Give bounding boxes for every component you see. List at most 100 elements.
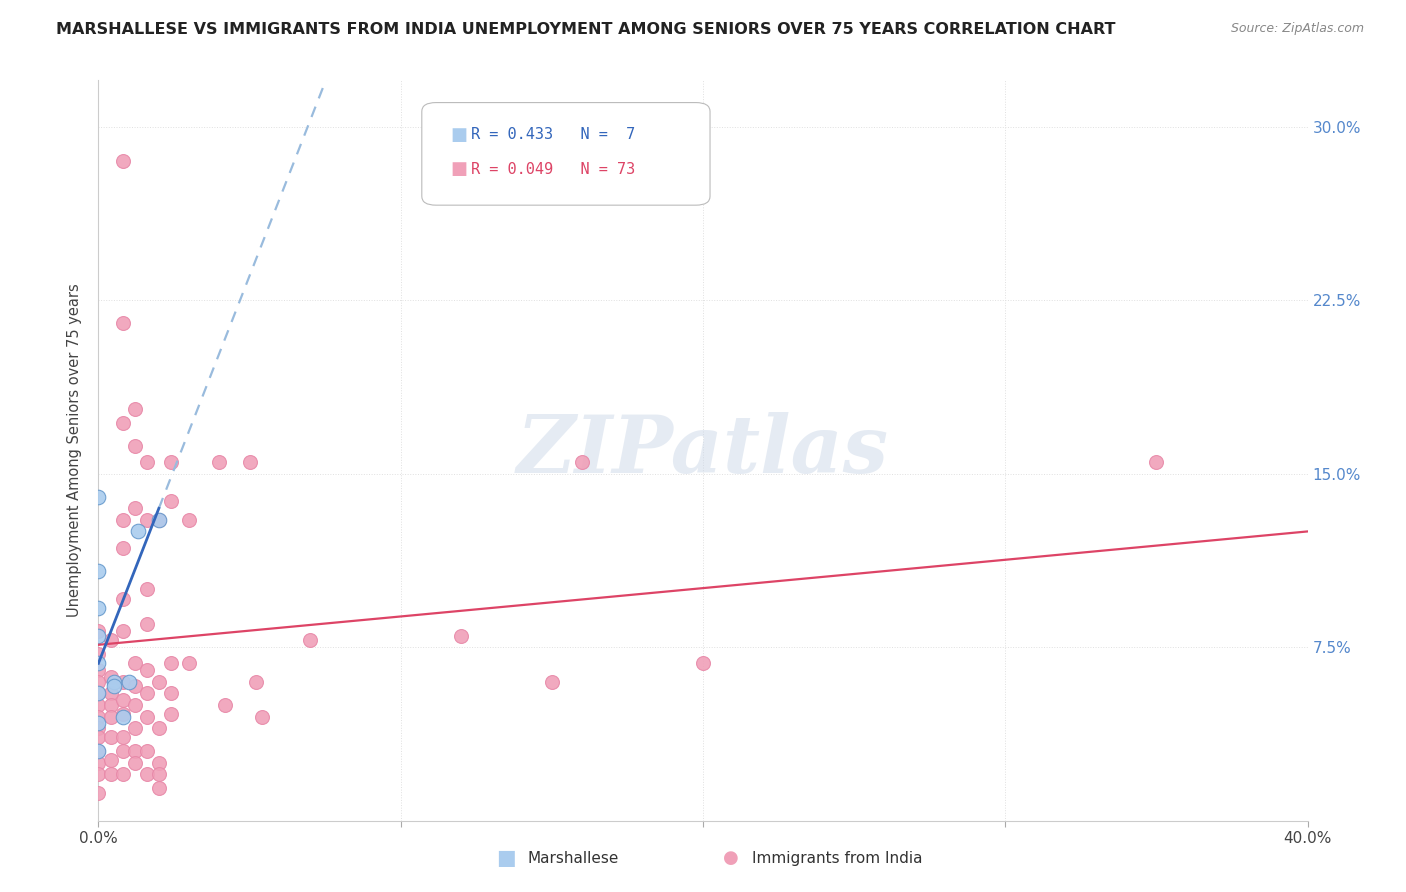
Point [250, 709, 273, 723]
Point [111, 513, 134, 527]
Text: R = 0.433   N =  7: R = 0.433 N = 7 [471, 128, 636, 142]
Point [87, 686, 110, 700]
Point [111, 707, 134, 722]
Point [135, 513, 157, 527]
Point [103, 680, 125, 694]
Point [124, 680, 146, 694]
Text: R = 0.049   N = 73: R = 0.049 N = 73 [471, 162, 636, 177]
Point [87, 674, 110, 689]
Point [571, 455, 593, 469]
Point [87, 731, 110, 745]
Point [87, 663, 110, 677]
Point [87, 600, 110, 615]
Point [208, 455, 231, 469]
Point [124, 744, 146, 758]
Point [111, 767, 134, 781]
Point [103, 674, 125, 689]
Point [124, 698, 146, 712]
Point [245, 674, 267, 689]
Point [111, 693, 134, 707]
Point [179, 657, 201, 671]
Point [87, 716, 110, 731]
Point [87, 756, 110, 770]
Point [135, 709, 157, 723]
Point [148, 756, 170, 770]
Point [87, 744, 110, 758]
Text: Immigrants from India: Immigrants from India [752, 851, 922, 865]
Point [299, 633, 322, 648]
Point [148, 721, 170, 735]
Point [100, 754, 122, 768]
Point [135, 455, 157, 469]
Point [87, 698, 110, 712]
Point [148, 674, 170, 689]
Point [87, 628, 110, 642]
Point [87, 564, 110, 578]
Point [127, 524, 149, 539]
Point [160, 455, 183, 469]
Text: Marshallese: Marshallese [527, 851, 619, 865]
Point [135, 617, 157, 632]
Point [124, 501, 146, 516]
Point [124, 756, 146, 770]
Point [87, 647, 110, 661]
Y-axis label: Unemployment Among Seniors over 75 years: Unemployment Among Seniors over 75 years [67, 284, 83, 617]
Point [100, 767, 122, 781]
Point [148, 513, 170, 527]
Point [540, 674, 562, 689]
Point [111, 591, 134, 606]
Text: ●: ● [723, 849, 740, 867]
Point [111, 416, 134, 430]
Point [160, 707, 183, 722]
Point [135, 767, 157, 781]
Point [1144, 455, 1167, 469]
Point [87, 786, 110, 800]
Point [214, 698, 236, 712]
Point [87, 767, 110, 781]
Point [87, 686, 110, 700]
Point [111, 709, 134, 723]
Point [450, 628, 472, 642]
Point [239, 455, 262, 469]
Text: ZIPatlas: ZIPatlas [517, 412, 889, 489]
Text: ■: ■ [450, 161, 467, 178]
Point [135, 582, 157, 597]
Point [111, 154, 134, 169]
Point [87, 721, 110, 735]
Point [111, 624, 134, 638]
Point [118, 674, 141, 689]
Point [111, 744, 134, 758]
Point [148, 767, 170, 781]
Point [100, 686, 122, 700]
Point [148, 513, 170, 527]
Point [160, 657, 183, 671]
Point [179, 513, 201, 527]
Point [692, 657, 714, 671]
Point [111, 541, 134, 555]
Point [135, 663, 157, 677]
Text: ■: ■ [496, 848, 516, 868]
Point [135, 744, 157, 758]
Point [111, 731, 134, 745]
Point [87, 657, 110, 671]
Point [100, 633, 122, 648]
Point [111, 674, 134, 689]
Text: MARSHALLESE VS IMMIGRANTS FROM INDIA UNEMPLOYMENT AMONG SENIORS OVER 75 YEARS CO: MARSHALLESE VS IMMIGRANTS FROM INDIA UNE… [56, 22, 1116, 37]
Point [160, 494, 183, 508]
Point [124, 721, 146, 735]
Point [160, 686, 183, 700]
Point [100, 670, 122, 684]
Point [135, 686, 157, 700]
Point [124, 401, 146, 416]
Text: Source: ZipAtlas.com: Source: ZipAtlas.com [1230, 22, 1364, 36]
Point [100, 731, 122, 745]
Point [148, 781, 170, 796]
Point [87, 744, 110, 758]
Point [87, 490, 110, 504]
Text: ■: ■ [450, 126, 467, 144]
Point [111, 316, 134, 330]
Point [100, 698, 122, 712]
Point [100, 709, 122, 723]
Point [87, 624, 110, 638]
Point [87, 709, 110, 723]
